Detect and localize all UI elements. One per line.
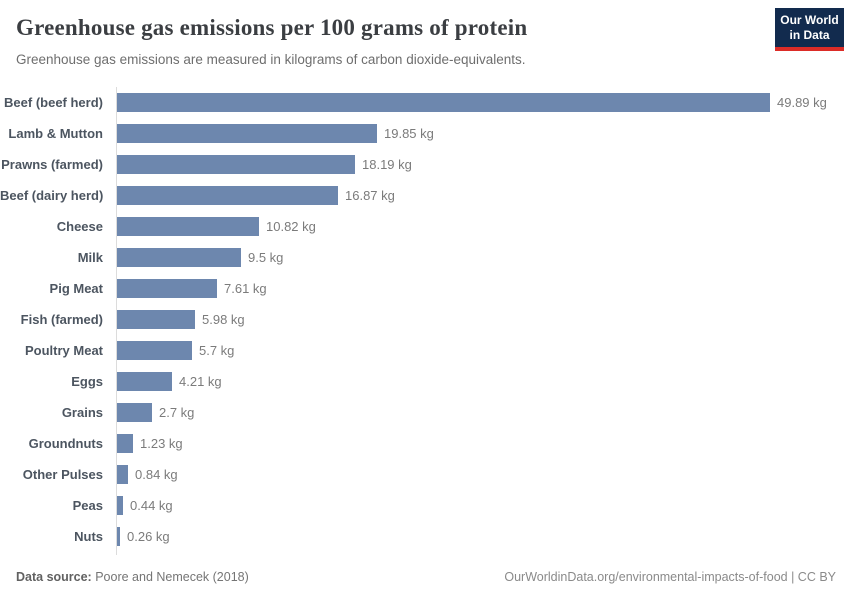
category-label: Fish (farmed) bbox=[20, 312, 103, 327]
value-label: 49.89 kg bbox=[777, 95, 827, 110]
bar-row: Other Pulses 0.84 kg bbox=[0, 459, 850, 490]
category-label: Beef (beef herd) bbox=[4, 95, 103, 110]
bar-track: 5.7 kg bbox=[117, 335, 850, 366]
data-source-label: Data source: bbox=[16, 570, 92, 584]
bar-row: Fish (farmed) 5.98 kg bbox=[0, 304, 850, 335]
bar-row: Milk 9.5 kg bbox=[0, 242, 850, 273]
bar[interactable] bbox=[117, 465, 128, 484]
value-label: 9.5 kg bbox=[248, 250, 284, 265]
bar[interactable] bbox=[117, 248, 241, 267]
data-source-value: Poore and Nemecek (2018) bbox=[95, 570, 249, 584]
chart-header: Greenhouse gas emissions per 100 grams o… bbox=[16, 14, 760, 68]
value-label: 0.84 kg bbox=[135, 467, 178, 482]
bar-track: 4.21 kg bbox=[117, 366, 850, 397]
bar[interactable] bbox=[117, 527, 120, 546]
category-label: Grains bbox=[61, 405, 103, 420]
owid-logo[interactable]: Our World in Data bbox=[775, 8, 844, 51]
category-label: Cheese bbox=[56, 219, 103, 234]
bar[interactable] bbox=[117, 155, 355, 174]
bar-row: Lamb & Mutton 19.85 kg bbox=[0, 118, 850, 149]
bar-track: 1.23 kg bbox=[117, 428, 850, 459]
bar-track: 0.84 kg bbox=[117, 459, 850, 490]
bar-row: Nuts 0.26 kg bbox=[0, 521, 850, 552]
owid-logo-line1: Our World bbox=[780, 13, 839, 27]
bar-track: 18.19 kg bbox=[117, 149, 850, 180]
bar-track: 5.98 kg bbox=[117, 304, 850, 335]
category-label: Milk bbox=[77, 250, 103, 265]
value-label: 0.26 kg bbox=[127, 529, 170, 544]
category-label: Beef (dairy herd) bbox=[0, 188, 104, 203]
value-label: 1.23 kg bbox=[140, 436, 183, 451]
bar[interactable] bbox=[117, 124, 377, 143]
category-label: Poultry Meat bbox=[24, 343, 103, 358]
bar-row: Grains 2.7 kg bbox=[0, 397, 850, 428]
bar[interactable] bbox=[117, 310, 195, 329]
bar-track: 0.44 kg bbox=[117, 490, 850, 521]
category-label: Nuts bbox=[74, 529, 103, 544]
value-label: 4.21 kg bbox=[179, 374, 222, 389]
value-label: 7.61 kg bbox=[224, 281, 267, 296]
chart-subtitle: Greenhouse gas emissions are measured in… bbox=[16, 51, 526, 67]
bar[interactable] bbox=[117, 341, 192, 360]
bar-track: 9.5 kg bbox=[117, 242, 850, 273]
bar[interactable] bbox=[117, 93, 770, 112]
bar-track: 7.61 kg bbox=[117, 273, 850, 304]
bar[interactable] bbox=[117, 403, 152, 422]
value-label: 16.87 kg bbox=[345, 188, 395, 203]
category-label: Lamb & Mutton bbox=[8, 126, 103, 141]
bar-row: Poultry Meat 5.7 kg bbox=[0, 335, 850, 366]
footer-link[interactable]: OurWorldinData.org/environmental-impacts… bbox=[504, 570, 836, 584]
bar-rows: Beef (beef herd) 49.89 kg Lamb & Mutton 19.… bbox=[0, 87, 850, 552]
bar-row: Eggs 4.21 kg bbox=[0, 366, 850, 397]
y-axis-line bbox=[116, 87, 117, 555]
bar[interactable] bbox=[117, 186, 338, 205]
category-label: Pig Meat bbox=[49, 281, 103, 296]
bar[interactable] bbox=[117, 372, 172, 391]
bar-track: 2.7 kg bbox=[117, 397, 850, 428]
bar-chart: Beef (beef herd) 49.89 kg Lamb & Mutton 19.… bbox=[0, 87, 850, 555]
value-label: 19.85 kg bbox=[384, 126, 434, 141]
value-label: 18.19 kg bbox=[362, 157, 412, 172]
bar-row: Beef (dairy herd) 16.87 kg bbox=[0, 180, 850, 211]
page-title: Greenhouse gas emissions per 100 grams o… bbox=[16, 15, 528, 40]
category-label: Other Pulses bbox=[22, 467, 103, 482]
category-label: Prawns (farmed) bbox=[1, 157, 103, 172]
bar[interactable] bbox=[117, 217, 259, 236]
chart-footer: Data source: Poore and Nemecek (2018) Ou… bbox=[16, 570, 836, 584]
category-label: Peas bbox=[72, 498, 103, 513]
category-label: Groundnuts bbox=[28, 436, 103, 451]
bar[interactable] bbox=[117, 496, 123, 515]
bar-track: 49.89 kg bbox=[117, 87, 850, 118]
bar-track: 19.85 kg bbox=[117, 118, 850, 149]
bar-track: 10.82 kg bbox=[117, 211, 850, 242]
bar-track: 16.87 kg bbox=[117, 180, 850, 211]
category-label: Eggs bbox=[71, 374, 103, 389]
bar-row: Cheese 10.82 kg bbox=[0, 211, 850, 242]
value-label: 5.98 kg bbox=[202, 312, 245, 327]
bar[interactable] bbox=[117, 434, 133, 453]
bar-track: 0.26 kg bbox=[117, 521, 850, 552]
owid-logo-line2: in Data bbox=[789, 28, 830, 42]
bar[interactable] bbox=[117, 279, 217, 298]
value-label: 10.82 kg bbox=[266, 219, 316, 234]
value-label: 2.7 kg bbox=[159, 405, 195, 420]
value-label: 5.7 kg bbox=[199, 343, 235, 358]
bar-row: Groundnuts 1.23 kg bbox=[0, 428, 850, 459]
data-source: Data source: Poore and Nemecek (2018) bbox=[16, 570, 249, 584]
bar-row: Prawns (farmed) 18.19 kg bbox=[0, 149, 850, 180]
bar-row: Pig Meat 7.61 kg bbox=[0, 273, 850, 304]
bar-row: Beef (beef herd) 49.89 kg bbox=[0, 87, 850, 118]
value-label: 0.44 kg bbox=[130, 498, 173, 513]
bar-row: Peas 0.44 kg bbox=[0, 490, 850, 521]
